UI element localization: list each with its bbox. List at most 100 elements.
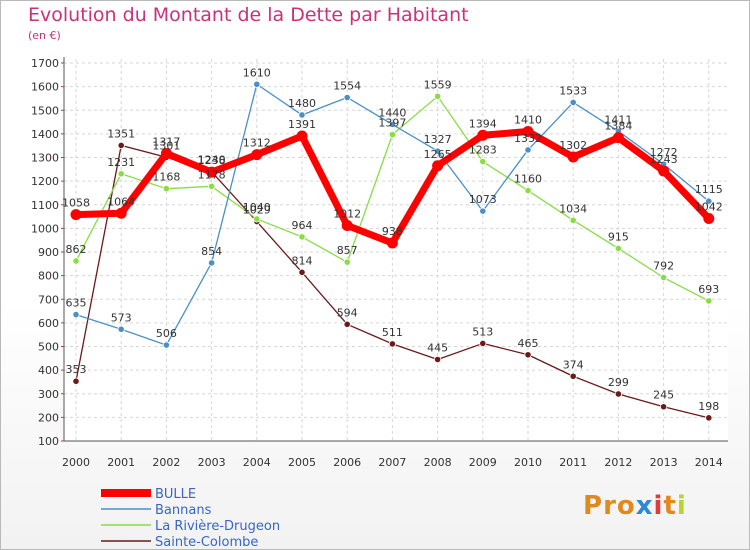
x-tick-label: 2013 — [650, 456, 678, 469]
data-label: 1034 — [559, 202, 587, 215]
x-tick-label: 2009 — [469, 456, 497, 469]
data-label: 1554 — [333, 79, 361, 92]
data-label: 938 — [382, 225, 403, 238]
data-label: 353 — [66, 363, 87, 376]
y-tick-label: 1700 — [31, 57, 59, 70]
data-point — [296, 130, 308, 142]
data-point — [569, 98, 577, 107]
data-label: 1073 — [469, 193, 497, 206]
data-point — [208, 182, 216, 190]
logo-letter: P — [583, 491, 604, 521]
data-label: 1391 — [288, 118, 316, 131]
x-tick-label: 2001 — [107, 456, 135, 469]
logo-letter: r — [603, 491, 617, 521]
data-label: 1168 — [152, 171, 180, 184]
y-tick-label: 1300 — [31, 152, 59, 165]
data-point — [298, 111, 306, 119]
legend-label: Bannans — [155, 503, 212, 518]
data-point — [524, 186, 532, 195]
labels-sainte-colombe: 353 1351 1301 1240 1029 814 594 511 445 513 465 374… — [66, 127, 720, 412]
y-tick-label: 800 — [38, 270, 59, 283]
data-label: 1115 — [695, 183, 723, 196]
data-point — [659, 273, 668, 282]
logo-letter: x — [635, 491, 654, 521]
data-point — [117, 141, 125, 150]
data-point — [341, 220, 353, 232]
x-tick-label: 2008 — [424, 456, 452, 469]
data-point — [386, 237, 398, 249]
data-point — [567, 151, 579, 163]
logo-letter: i — [653, 491, 664, 521]
labels-bulle: 1058 1064 1317 1238 1312 1391 1012 938 1265 1394 1… — [62, 114, 723, 239]
data-label: 1397 — [378, 117, 406, 130]
data-label: 1559 — [424, 78, 452, 91]
data-label: 1480 — [288, 97, 316, 110]
data-label: 1160 — [514, 173, 542, 186]
data-label: 511 — [382, 326, 403, 339]
y-tick-label: 1000 — [31, 222, 59, 235]
data-label: 1610 — [243, 66, 271, 79]
logo-letter: o — [616, 491, 636, 521]
data-point — [433, 147, 442, 155]
data-label: 1058 — [62, 197, 90, 210]
x-tick-label: 2002 — [152, 456, 180, 469]
data-point — [251, 149, 263, 161]
data-label: 635 — [66, 297, 87, 310]
y-tick-label: 1400 — [31, 128, 59, 141]
data-label: 1064 — [107, 195, 135, 208]
data-label: 1394 — [469, 117, 497, 130]
data-label: 1312 — [243, 137, 271, 150]
data-point — [432, 160, 444, 172]
data-label: 862 — [66, 243, 87, 256]
data-point — [705, 414, 713, 422]
data-point — [343, 320, 351, 328]
x-tick-label: 2007 — [378, 456, 406, 469]
data-label: 857 — [337, 244, 358, 257]
labels-la-rivi-re-drugeon: 862 1231 1168 1178 1040 964 857 1397 1559 1283 116… — [66, 78, 720, 296]
y-tick-label: 100 — [38, 435, 59, 448]
data-point — [524, 146, 532, 154]
y-tick-label: 1600 — [31, 81, 59, 94]
data-label: 1029 — [243, 204, 271, 217]
data-label: 513 — [472, 325, 493, 338]
data-point — [705, 197, 713, 205]
data-label: 1231 — [107, 156, 135, 169]
data-point — [433, 355, 442, 364]
y-tick-label: 900 — [38, 246, 59, 259]
data-point — [569, 372, 577, 380]
data-point — [70, 209, 82, 221]
data-point — [388, 130, 396, 139]
data-point — [479, 339, 487, 348]
data-label: 1332 — [514, 132, 542, 145]
data-point — [569, 216, 577, 224]
y-tick-label: 1100 — [31, 199, 59, 212]
data-label: 1302 — [559, 139, 587, 152]
legend-label: Sainte-Colombe — [155, 535, 258, 549]
data-point — [298, 268, 306, 276]
data-point — [388, 120, 396, 129]
data-point — [477, 129, 489, 141]
data-point — [253, 80, 261, 88]
data-label: 1178 — [198, 168, 226, 181]
data-label: 198 — [698, 400, 719, 413]
data-label: 374 — [563, 358, 584, 371]
data-label: 1272 — [650, 146, 678, 159]
data-point — [343, 93, 351, 102]
x-tick-label: 2010 — [514, 456, 542, 469]
data-point — [253, 215, 261, 223]
proxiti-logo: Proxiti — [583, 491, 687, 521]
data-point — [343, 258, 351, 266]
data-point — [658, 165, 670, 177]
data-point — [72, 311, 80, 319]
data-label: 445 — [427, 341, 448, 354]
data-label: 594 — [337, 306, 358, 319]
data-label: 915 — [608, 230, 629, 243]
y-tick-label: 400 — [38, 364, 59, 377]
data-point — [72, 377, 80, 385]
x-tick-label: 2011 — [559, 456, 587, 469]
x-tick-label: 2004 — [243, 456, 271, 469]
y-tick-label: 1200 — [31, 175, 59, 188]
data-label: 506 — [156, 327, 177, 340]
data-point — [162, 185, 170, 193]
